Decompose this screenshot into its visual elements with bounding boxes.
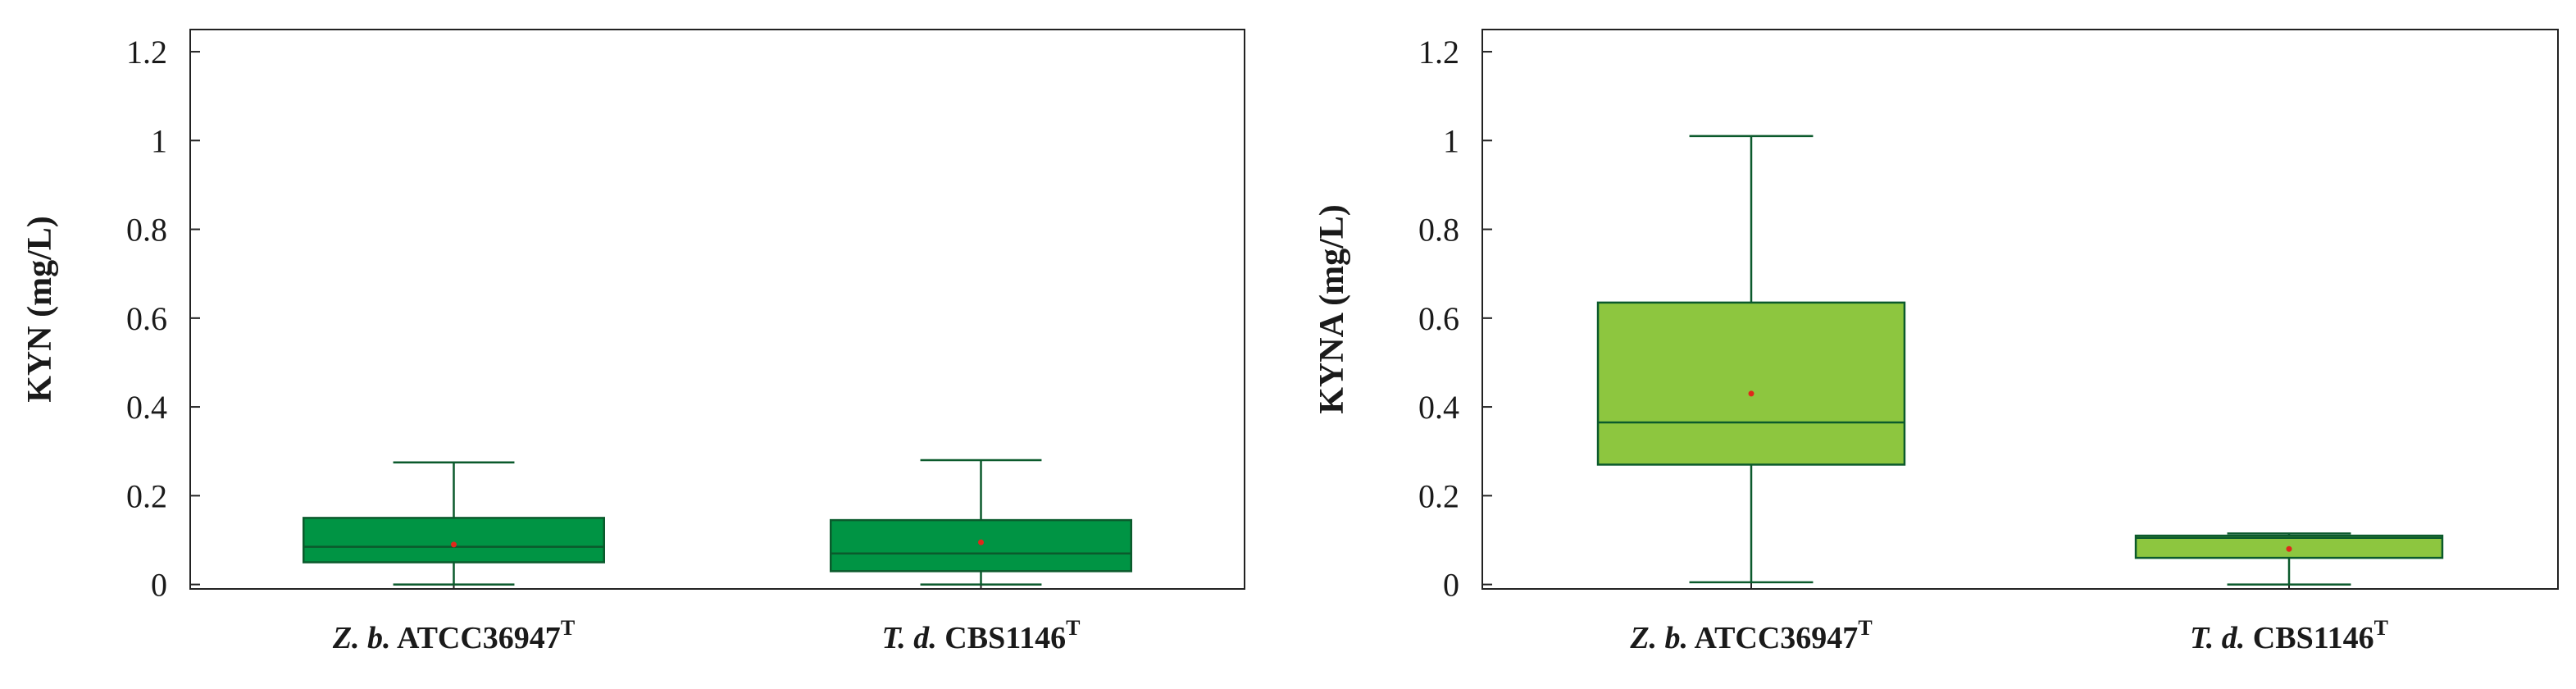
plot-frame [189,29,1245,590]
mean-marker [2286,545,2292,552]
box-1 [302,461,606,586]
box-1 [1596,135,1906,584]
box-2 [2134,532,2444,586]
y-tick-label: 0.6 [1418,300,1459,337]
chart-panel-2: 0 0.2 0.4 0.6 0.8 1 1.2 KYNA (mg/L) Z. b. ATCC36… [1313,29,2559,655]
y-tick-label: 0.4 [1418,389,1459,426]
box-2 [829,459,1133,586]
iqr-box [829,518,1133,573]
y-axis-label: KYN (mg/L) [21,216,59,402]
iqr-box [302,517,606,564]
mean-marker [978,539,984,545]
mean-marker [451,541,457,548]
plot-frame [1481,29,2559,590]
y-tick-label: 0.2 [1418,477,1459,514]
y-tick-label: 0.6 [126,300,167,337]
iqr-box [1596,301,1906,466]
y-tick-label: 0.4 [126,389,167,426]
y-tick-label: 0 [151,567,167,604]
category-label: Z. b. ATCC36947T [1629,616,1872,655]
mean-marker [1748,390,1755,397]
y-tick-label: 0 [1443,567,1459,604]
y-tick-label: 1 [151,122,167,159]
y-tick-label: 0.8 [1418,212,1459,249]
y-tick-label: 0.8 [126,212,167,249]
y-tick-label: 0.2 [126,477,167,514]
y-axis-label: KYNA (mg/L) [1313,204,1351,414]
y-tick-label: 1 [1443,122,1459,159]
y-tick-label: 1.2 [126,34,167,71]
category-label: Z. b. ATCC36947T [332,616,575,655]
category-label: T. d. CBS1146T [882,616,1081,655]
chart-panel-1: 0 0.2 0.4 0.6 0.8 1 1.2 KYN (mg/L) Z. b. ATCC369… [21,29,1245,655]
y-tick-label: 1.2 [1418,34,1459,71]
category-label: T. d. CBS1146T [2190,616,2388,655]
